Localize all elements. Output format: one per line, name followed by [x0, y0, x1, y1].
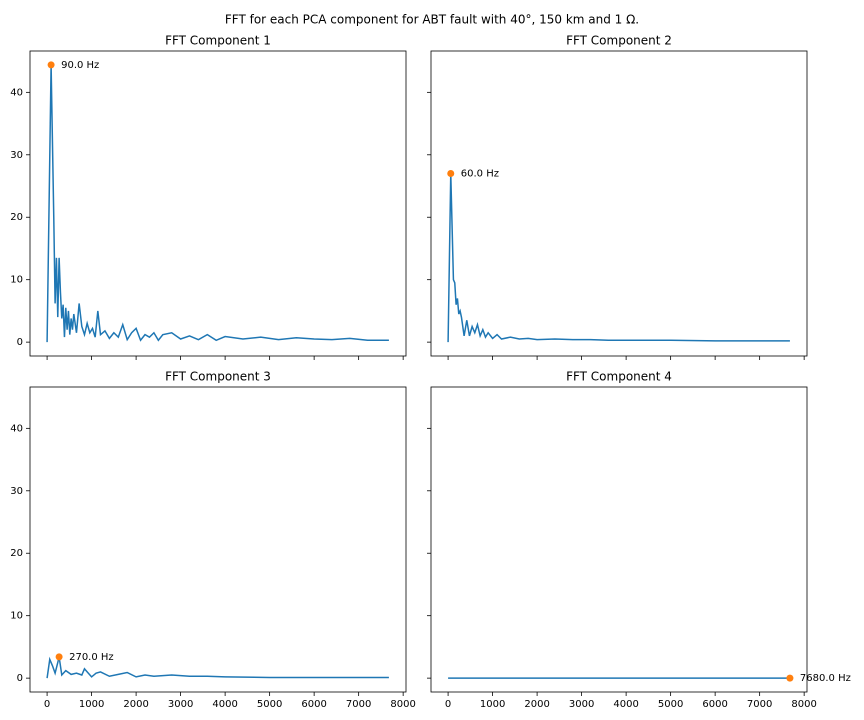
- peak-label: 90.0 Hz: [61, 60, 99, 71]
- axes-frame: [430, 50, 808, 357]
- x-tick-label: 4000: [212, 699, 237, 710]
- y-tick-label: 10: [10, 275, 23, 286]
- x-tick-label: 8000: [791, 699, 816, 710]
- x-tick-label: 1000: [480, 699, 505, 710]
- fft-line: [46, 64, 389, 343]
- x-tick-label: 0: [44, 699, 50, 710]
- peak-label: 7680.0 Hz: [800, 673, 851, 684]
- peak-label: 60.0 Hz: [461, 169, 499, 180]
- x-tick-label: 7000: [346, 699, 371, 710]
- x-tick-label: 4000: [613, 699, 638, 710]
- peak-marker: [786, 674, 794, 682]
- fft-line: [447, 173, 790, 343]
- x-tick-label: 7000: [747, 699, 772, 710]
- subplot-title: FFT Component 1: [165, 34, 271, 48]
- y-tick-label: 10: [10, 611, 23, 622]
- x-tick-label: 5000: [257, 699, 282, 710]
- axes-frame: [29, 50, 407, 357]
- axes-frame: [430, 386, 808, 693]
- y-tick-label: 20: [10, 548, 23, 559]
- subplot-title: FFT Component 2: [566, 34, 672, 48]
- y-tick-label: 30: [10, 486, 23, 497]
- x-tick-label: 2000: [524, 699, 549, 710]
- y-tick-label: 30: [10, 150, 23, 161]
- x-tick-label: 3000: [168, 699, 193, 710]
- subplot-title: FFT Component 4: [566, 370, 672, 384]
- peak-marker: [447, 170, 455, 178]
- subplot-title: FFT Component 3: [165, 370, 271, 384]
- x-tick-label: 6000: [301, 699, 326, 710]
- axes-frame: [29, 386, 407, 693]
- y-tick-label: 0: [17, 673, 23, 684]
- x-tick-label: 1000: [79, 699, 104, 710]
- x-tick-label: 3000: [569, 699, 594, 710]
- x-tick-label: 5000: [658, 699, 683, 710]
- y-tick-label: 20: [10, 212, 23, 223]
- y-tick-label: 40: [10, 87, 23, 98]
- y-tick-label: 40: [10, 423, 23, 434]
- x-tick-label: 2000: [123, 699, 148, 710]
- y-tick-label: 0: [17, 337, 23, 348]
- figure-title: FFT for each PCA component for ABT fault…: [225, 13, 639, 27]
- peak-marker: [55, 653, 63, 661]
- peak-label: 270.0 Hz: [69, 652, 114, 663]
- peak-marker: [47, 61, 55, 69]
- x-tick-label: 8000: [390, 699, 415, 710]
- x-tick-label: 6000: [702, 699, 727, 710]
- x-tick-label: 0: [445, 699, 451, 710]
